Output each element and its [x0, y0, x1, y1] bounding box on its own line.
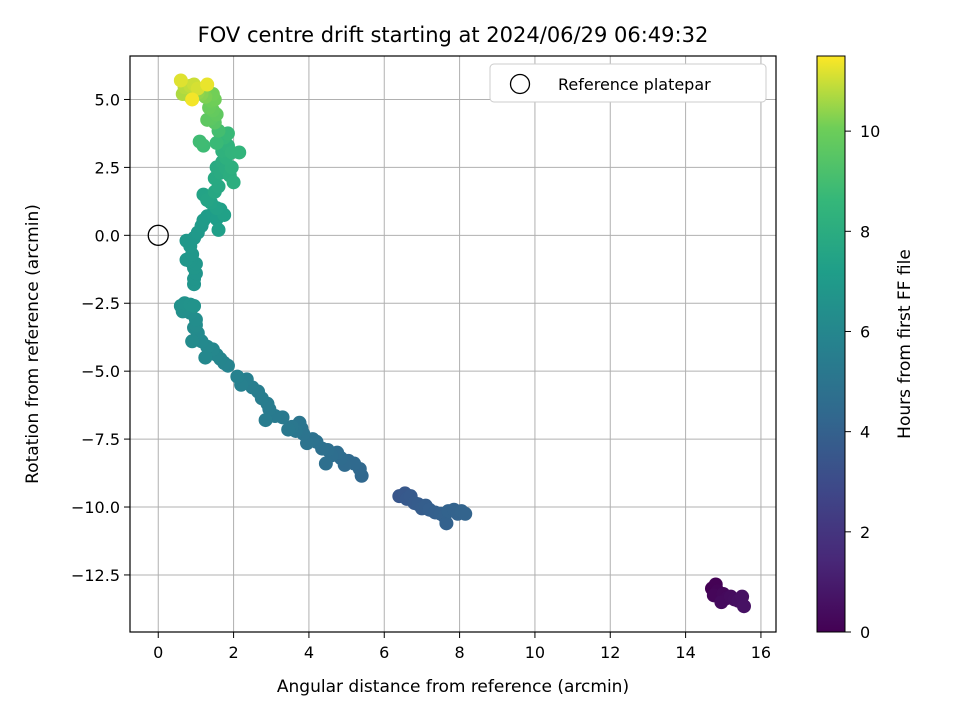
chart-title: FOV centre drift starting at 2024/06/29 …	[198, 23, 709, 47]
colorbar-tick-label: 10	[860, 122, 880, 141]
data-point	[198, 350, 213, 365]
data-point	[192, 134, 207, 149]
y-tick-label: 2.5	[95, 158, 120, 177]
reference-marker	[147, 224, 169, 246]
colorbar-ticks: 0 2 4 6 8 10	[845, 122, 880, 642]
data-point	[185, 334, 200, 349]
data-point	[209, 135, 224, 150]
legend-reference-marker	[509, 73, 531, 95]
x-tick-label: 4	[304, 643, 314, 662]
plot-frame	[129, 55, 777, 633]
data-point	[439, 516, 454, 531]
data-point	[258, 413, 273, 428]
colorbar-label: Hours from first FF file	[895, 249, 915, 439]
x-tick-label: 2	[228, 643, 238, 662]
x-tick-label: 0	[153, 643, 163, 662]
legend-box	[489, 63, 767, 103]
x-tick-label: 6	[379, 643, 389, 662]
data-point	[226, 175, 241, 190]
colorbar-tick-label: 6	[860, 322, 870, 341]
data-point	[232, 145, 247, 160]
data-point	[173, 73, 188, 88]
data-point	[458, 506, 473, 521]
x-tick-label: 16	[751, 643, 771, 662]
data-point	[187, 298, 202, 313]
colorbar-gradient	[816, 55, 846, 633]
legend: Reference platepar	[489, 63, 767, 103]
data-point	[281, 422, 296, 437]
x-tick-label: 14	[675, 643, 695, 662]
reference-point	[147, 224, 169, 246]
legend-reference-label: Reference platepar	[558, 75, 711, 94]
data-point	[211, 222, 226, 237]
data-points	[173, 73, 751, 614]
colorbar-tick-label: 8	[860, 222, 870, 241]
y-tick-label: −12.5	[71, 566, 120, 585]
colorbar-tick-label: 2	[860, 523, 870, 542]
axis-ticks: 0 2 4 6 8 10 12 14 16 5.0 2.5 0.0 −2.5 −5.0 −7.5 −10.0 −…	[71, 90, 771, 662]
data-point	[200, 77, 215, 92]
data-point	[230, 369, 245, 384]
y-tick-label: 5.0	[95, 90, 120, 109]
colorbar: 0 2 4 6 8 10 Hours from first FF file	[816, 55, 915, 642]
y-tick-label: −2.5	[81, 294, 120, 313]
y-tick-label: −7.5	[81, 430, 120, 449]
data-point	[185, 92, 200, 107]
data-point	[318, 456, 333, 471]
y-tick-label: 0.0	[95, 226, 120, 245]
y-tick-label: −10.0	[71, 498, 120, 517]
y-tick-label: −5.0	[81, 362, 120, 381]
colorbar-tick-label: 4	[860, 423, 870, 442]
y-axis-label: Rotation from reference (arcmin)	[23, 204, 43, 484]
colorbar-tick-label: 0	[860, 623, 870, 642]
x-tick-label: 8	[454, 643, 464, 662]
x-tick-label: 10	[525, 643, 545, 662]
x-axis-label: Angular distance from reference (arcmin)	[277, 677, 629, 697]
x-tick-label: 12	[600, 643, 620, 662]
data-point	[736, 599, 751, 614]
